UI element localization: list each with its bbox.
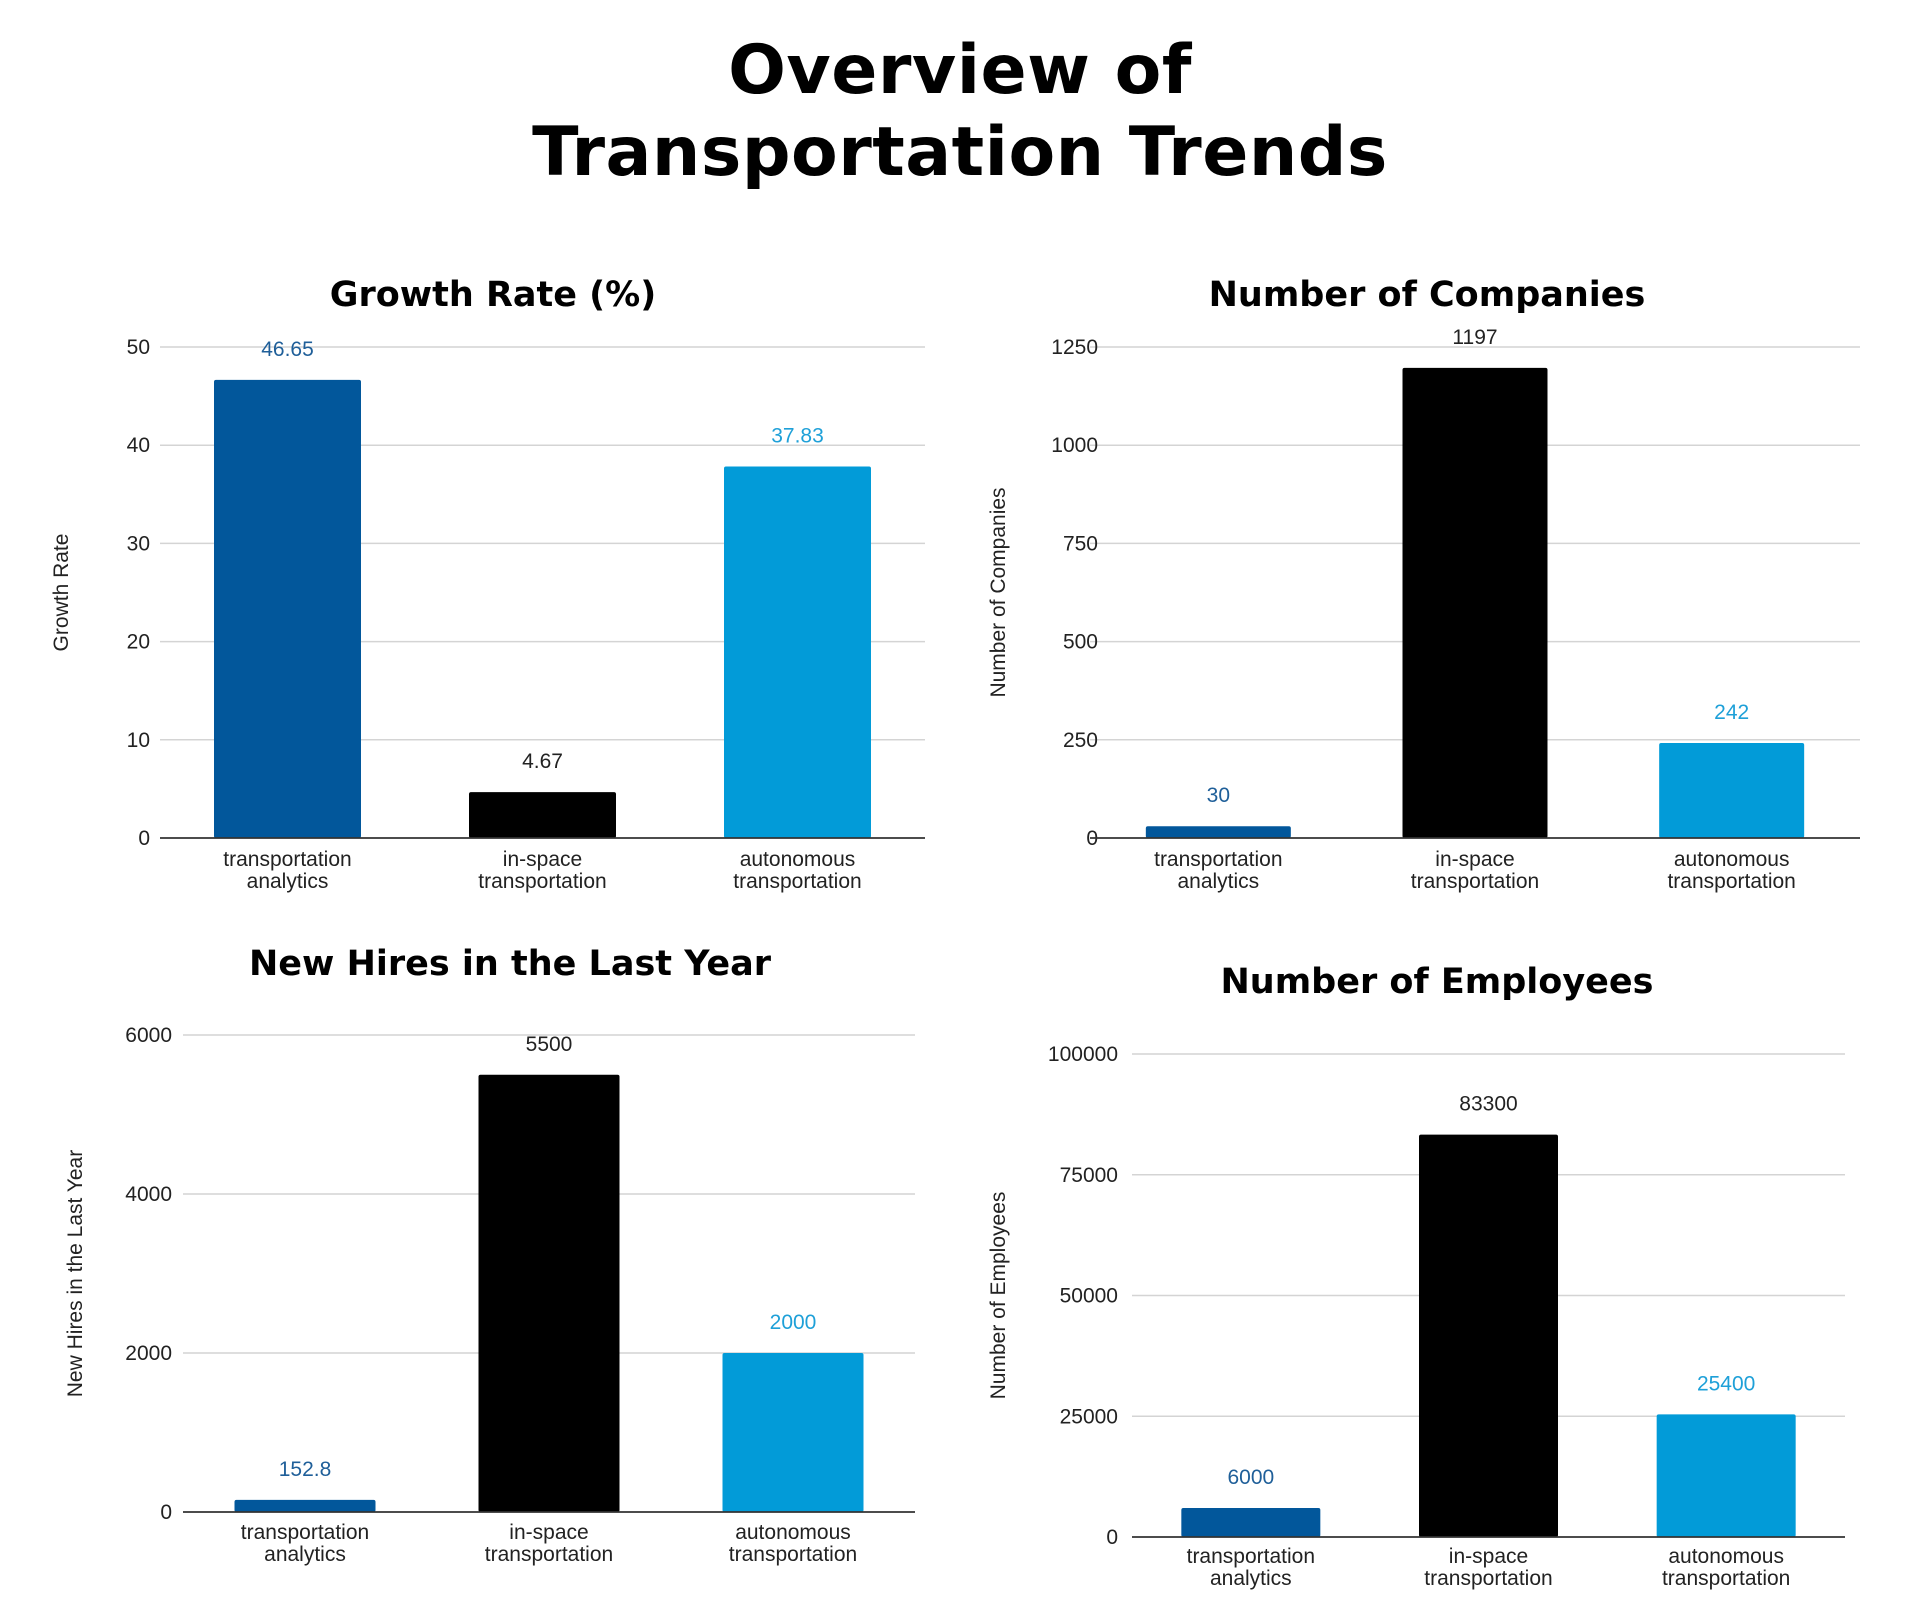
- page-title-line-2: Transportation Trends: [532, 113, 1388, 192]
- y-tick-label: 0: [160, 1501, 172, 1524]
- category-label: transportation: [241, 1521, 369, 1544]
- category-label: transportation: [733, 870, 861, 893]
- data-label: 5500: [526, 1033, 573, 1056]
- y-tick-label: 25000: [1060, 1405, 1118, 1428]
- category-label: transportation: [1411, 870, 1539, 893]
- category-label: transportation: [1662, 1567, 1790, 1590]
- y-tick-label: 2000: [125, 1342, 172, 1365]
- category-label: in-space: [1435, 848, 1514, 871]
- y-tick-label: 4000: [125, 1183, 172, 1206]
- category-label: autonomous: [740, 848, 856, 871]
- y-tick-label: 20: [127, 631, 150, 654]
- page-title: Overview of Transportation Trends: [0, 30, 1920, 194]
- y-tick-label: 1000: [1051, 434, 1098, 457]
- y-tick-label: 0: [1106, 1526, 1118, 1549]
- category-label: autonomous: [1674, 848, 1790, 871]
- y-axis-label: Growth Rate: [50, 534, 73, 652]
- y-tick-label: 1250: [1051, 336, 1098, 359]
- y-tick-label: 50000: [1060, 1285, 1118, 1308]
- category-label: transportation: [1424, 1567, 1552, 1590]
- bar: [234, 1499, 376, 1512]
- category-label: in-space: [503, 848, 582, 871]
- y-tick-label: 100000: [1048, 1043, 1118, 1066]
- y-tick-label: 10: [127, 729, 150, 752]
- category-label: transportation: [223, 848, 351, 871]
- chart-title: Number of Employees: [1221, 962, 1654, 1002]
- category-label: autonomous: [1668, 1545, 1784, 1568]
- chart-title: Number of Companies: [1209, 275, 1646, 315]
- bar: [724, 466, 871, 838]
- y-tick-label: 750: [1063, 532, 1098, 555]
- category-label: transportation: [729, 1543, 857, 1566]
- y-tick-label: 40: [127, 434, 150, 457]
- category-label: in-space: [1449, 1545, 1528, 1568]
- y-tick-label: 6000: [125, 1024, 172, 1047]
- y-tick-label: 50: [127, 336, 150, 359]
- bar: [1402, 367, 1548, 838]
- data-label: 1197: [1452, 326, 1497, 349]
- y-axis-label: New Hires in the Last Year: [64, 1150, 87, 1397]
- category-label: analytics: [247, 870, 329, 893]
- data-label: 2000: [770, 1311, 817, 1334]
- category-label: in-space: [509, 1521, 588, 1544]
- bar: [214, 379, 361, 838]
- bar: [1181, 1508, 1321, 1537]
- category-label: transportation: [1667, 870, 1795, 893]
- y-tick-label: 500: [1063, 631, 1098, 654]
- data-label: 37.83: [771, 425, 824, 448]
- y-tick-label: 75000: [1060, 1164, 1118, 1187]
- data-label: 242: [1714, 701, 1749, 724]
- page-title-line-1: Overview of: [728, 31, 1192, 110]
- data-label: 25400: [1697, 1372, 1755, 1395]
- category-label: transportation: [1154, 848, 1282, 871]
- category-label: transportation: [485, 1543, 613, 1566]
- y-tick-label: 0: [138, 827, 150, 850]
- data-label: 152.8: [279, 1458, 332, 1481]
- category-label: analytics: [264, 1543, 346, 1566]
- bar: [1419, 1134, 1558, 1537]
- bar: [1656, 1414, 1796, 1537]
- y-axis-label: Number of Employees: [987, 1192, 1010, 1400]
- y-tick-label: 250: [1063, 729, 1098, 752]
- bar: [1659, 742, 1805, 838]
- bar: [1145, 826, 1291, 838]
- category-label: transportation: [478, 870, 606, 893]
- y-tick-label: 30: [127, 532, 150, 555]
- chart-title: New Hires in the Last Year: [249, 944, 772, 984]
- category-label: transportation: [1187, 1545, 1315, 1568]
- y-axis-label: Number of Companies: [987, 487, 1010, 697]
- category-label: autonomous: [735, 1521, 851, 1544]
- data-label: 4.67: [522, 750, 563, 773]
- data-label: 30: [1207, 784, 1230, 807]
- data-label: 6000: [1227, 1466, 1274, 1489]
- bar: [478, 1074, 620, 1512]
- category-label: analytics: [1177, 870, 1259, 893]
- category-label: analytics: [1210, 1567, 1292, 1590]
- bar: [722, 1353, 864, 1512]
- bar: [469, 792, 616, 838]
- data-label: 46.65: [261, 338, 314, 361]
- chart-title: Growth Rate (%): [330, 275, 656, 315]
- data-label: 83300: [1459, 1093, 1517, 1116]
